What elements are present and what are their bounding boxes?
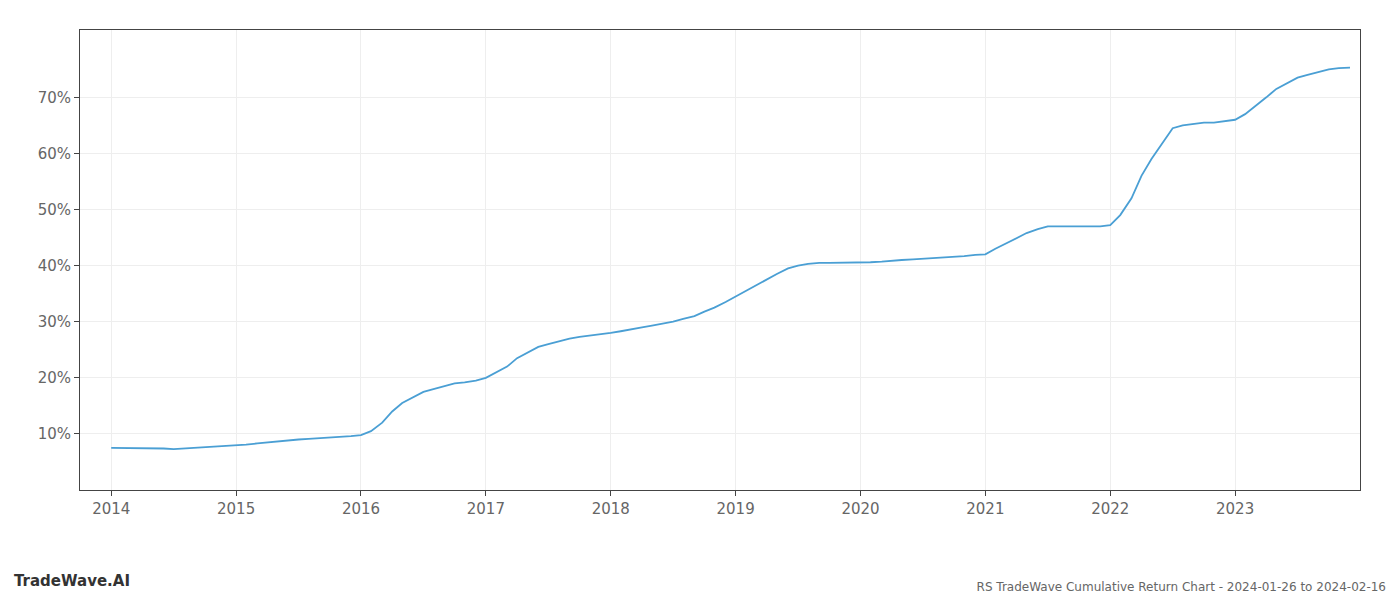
svg-text:2018: 2018 (592, 500, 630, 518)
svg-text:60%: 60% (38, 145, 71, 163)
svg-text:2019: 2019 (717, 500, 755, 518)
svg-text:2021: 2021 (966, 500, 1004, 518)
svg-text:30%: 30% (38, 313, 71, 331)
svg-text:70%: 70% (38, 89, 71, 107)
svg-text:2020: 2020 (841, 500, 879, 518)
svg-text:2016: 2016 (342, 500, 380, 518)
svg-text:TradeWave.AI: TradeWave.AI (14, 572, 130, 590)
svg-text:2022: 2022 (1091, 500, 1129, 518)
svg-text:10%: 10% (38, 425, 71, 443)
svg-text:2017: 2017 (467, 500, 505, 518)
svg-text:2014: 2014 (92, 500, 130, 518)
svg-text:2015: 2015 (217, 500, 255, 518)
svg-text:RS TradeWave Cumulative Return: RS TradeWave Cumulative Return Chart - 2… (977, 580, 1386, 594)
svg-text:2023: 2023 (1216, 500, 1254, 518)
svg-text:20%: 20% (38, 369, 71, 387)
svg-text:40%: 40% (38, 257, 71, 275)
svg-text:50%: 50% (38, 201, 71, 219)
